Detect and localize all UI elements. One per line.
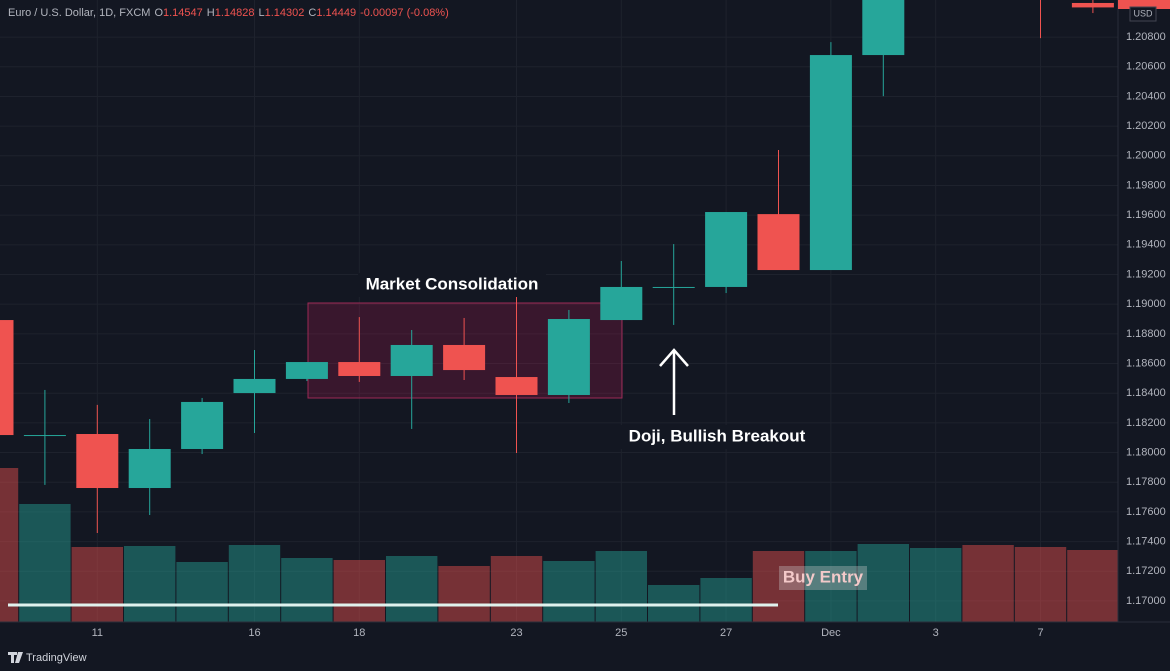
change: -0.00097 (-0.08%) xyxy=(360,7,449,19)
candle-body xyxy=(1071,2,1114,8)
candle-body xyxy=(547,319,590,395)
candle-body xyxy=(0,320,14,436)
legend: Euro / U.S. Dollar, 1D, FXCM O1.14547 H1.1… xyxy=(8,7,449,19)
volume-bar xyxy=(857,544,909,622)
annotation: Doji, Bullish Breakout xyxy=(629,426,806,445)
volume-bar xyxy=(962,545,1014,622)
y-tick-label: 1.20400 xyxy=(1126,90,1166,102)
currency-box xyxy=(1129,6,1157,22)
y-tick-label: 1.18000 xyxy=(1126,446,1166,458)
volume-bar xyxy=(595,551,647,622)
candle-layer xyxy=(0,0,1114,533)
x-tick-label: 16 xyxy=(248,627,260,639)
symbol: Euro / U.S. Dollar, 1D, FXCM xyxy=(8,7,150,19)
volume-bar xyxy=(176,562,228,622)
x-tick-label: 23 xyxy=(510,627,522,639)
candle-body xyxy=(600,286,643,321)
candle-body xyxy=(23,435,66,437)
y-tick-label: 1.19000 xyxy=(1126,298,1166,310)
ohlc-label: L xyxy=(258,7,264,19)
brand: TradingView xyxy=(26,652,87,664)
candle-body xyxy=(181,401,224,449)
candle-body xyxy=(862,0,905,56)
volume-bar xyxy=(752,551,805,622)
x-axis: 11 16 18 23 25 27 Dec 3 7 xyxy=(92,627,1044,639)
candle-body xyxy=(233,378,276,394)
x-tick-label: Dec xyxy=(821,627,841,639)
candle-body xyxy=(443,344,486,371)
volume-bar xyxy=(700,578,752,622)
currency: USD xyxy=(1133,8,1153,18)
candle-body xyxy=(390,344,433,376)
y-tick-label: 1.20200 xyxy=(1126,120,1166,132)
candle-body xyxy=(705,212,748,287)
y-tick-label: 1.19200 xyxy=(1126,268,1166,280)
y-tick-label: 1.18600 xyxy=(1126,357,1166,369)
volume-bar xyxy=(0,468,19,622)
candle-body xyxy=(338,362,381,376)
x-tick-label: 18 xyxy=(353,627,365,639)
y-tick-label: 1.20800 xyxy=(1126,31,1166,43)
ohlc-value: 1.14449 xyxy=(316,7,356,19)
y-tick-label: 1.17400 xyxy=(1126,535,1166,547)
volume-bar xyxy=(805,551,857,622)
candle-body xyxy=(128,448,171,489)
y-tick-label: 1.17600 xyxy=(1126,506,1166,518)
y-tick-label: 1.19600 xyxy=(1126,209,1166,221)
label-bg xyxy=(779,566,867,590)
x-tick-label: 3 xyxy=(933,627,939,639)
candle-body xyxy=(76,434,119,489)
ohlc-label: H xyxy=(207,7,215,19)
y-tick-label: 1.20600 xyxy=(1126,61,1166,73)
y-tick-label: 1.17800 xyxy=(1126,476,1166,488)
volume-bar xyxy=(333,560,385,622)
volume-bar xyxy=(490,556,543,622)
y-axis: 1.17000 1.17200 1.17400 1.17600 1.17800 1.180… xyxy=(1126,31,1166,607)
volume-bar xyxy=(438,566,490,622)
volume-bar xyxy=(543,561,595,622)
candle-body xyxy=(652,286,695,288)
volume-bar xyxy=(386,556,438,622)
volume-bar xyxy=(124,546,176,622)
x-tick-label: 25 xyxy=(615,627,627,639)
ohlc-label: C xyxy=(308,7,316,19)
x-tick-label: 7 xyxy=(1037,627,1043,639)
volume-bar xyxy=(1067,550,1118,622)
x-tick-label: 11 xyxy=(92,627,103,639)
label-bg xyxy=(620,425,815,449)
annotation: Market Consolidation xyxy=(366,274,539,293)
volume-bar xyxy=(19,504,71,622)
volume-bar xyxy=(910,548,962,622)
candle-body xyxy=(809,55,852,271)
ohlc-label: O xyxy=(154,7,163,19)
candle-body xyxy=(285,362,328,379)
y-tick-label: 1.18800 xyxy=(1126,328,1166,340)
brand-logo xyxy=(8,652,23,663)
y-tick-label: 1.17200 xyxy=(1126,565,1166,577)
y-tick-label: 1.19400 xyxy=(1126,239,1166,251)
volume-bar xyxy=(281,558,333,622)
label-bg xyxy=(358,273,546,297)
y-tick-label: 1.18400 xyxy=(1126,387,1166,399)
ohlc-value: 1.14302 xyxy=(265,7,305,19)
price-tag xyxy=(1118,0,1170,9)
y-tick-label: 1.19800 xyxy=(1126,179,1166,191)
annotation: Buy Entry xyxy=(783,567,864,586)
y-tick-label: 1.17000 xyxy=(1126,595,1166,607)
volume-bar xyxy=(228,545,281,622)
x-tick-label: 27 xyxy=(720,627,732,639)
volume-bar xyxy=(1014,547,1067,622)
y-tick-label: 1.20000 xyxy=(1126,150,1166,162)
arrow-head xyxy=(659,348,689,367)
ohlc-value: 1.14828 xyxy=(215,7,255,19)
candle-body xyxy=(495,377,538,395)
volume-bar xyxy=(71,547,123,622)
volume-layer xyxy=(0,468,1118,622)
ohlc-value: 1.14547 xyxy=(163,7,203,19)
candle-body xyxy=(757,214,800,271)
y-tick-label: 1.18200 xyxy=(1126,417,1166,429)
